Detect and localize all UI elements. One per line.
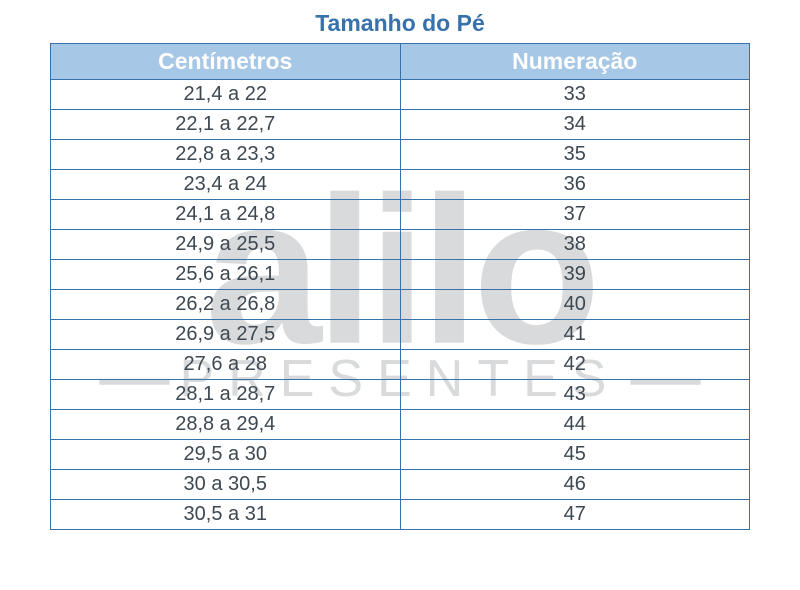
table-cell: 34 [400,110,750,140]
table-cell: 40 [400,290,750,320]
table-cell: 35 [400,140,750,170]
table-row: 24,1 a 24,837 [51,200,750,230]
table-cell: 39 [400,260,750,290]
table-cell: 26,2 a 26,8 [51,290,401,320]
table-cell: 23,4 a 24 [51,170,401,200]
table-cell: 44 [400,410,750,440]
column-header-centimetros: Centímetros [51,44,401,80]
column-header-numeracao: Numeração [400,44,750,80]
table-container: Tamanho do Pé Centímetros Numeração 21,4… [0,0,800,530]
table-row: 28,1 a 28,743 [51,380,750,410]
table-cell: 33 [400,80,750,110]
table-cell: 28,1 a 28,7 [51,380,401,410]
table-cell: 36 [400,170,750,200]
table-cell: 29,5 a 30 [51,440,401,470]
table-row: 23,4 a 2436 [51,170,750,200]
table-cell: 43 [400,380,750,410]
table-row: 26,2 a 26,840 [51,290,750,320]
table-cell: 30,5 a 31 [51,500,401,530]
table-row: 29,5 a 3045 [51,440,750,470]
table-cell: 26,9 a 27,5 [51,320,401,350]
table-row: 30,5 a 3147 [51,500,750,530]
table-cell: 27,6 a 28 [51,350,401,380]
table-header-row: Centímetros Numeração [51,44,750,80]
table-cell: 21,4 a 22 [51,80,401,110]
table-row: 22,1 a 22,734 [51,110,750,140]
table-cell: 24,9 a 25,5 [51,230,401,260]
table-cell: 42 [400,350,750,380]
table-row: 24,9 a 25,538 [51,230,750,260]
table-cell: 46 [400,470,750,500]
table-cell: 37 [400,200,750,230]
table-cell: 28,8 a 29,4 [51,410,401,440]
table-cell: 47 [400,500,750,530]
table-body: 21,4 a 223322,1 a 22,73422,8 a 23,33523,… [51,80,750,530]
table-cell: 30 a 30,5 [51,470,401,500]
table-cell: 24,1 a 24,8 [51,200,401,230]
table-row: 26,9 a 27,541 [51,320,750,350]
table-row: 28,8 a 29,444 [51,410,750,440]
table-cell: 22,8 a 23,3 [51,140,401,170]
table-row: 22,8 a 23,335 [51,140,750,170]
table-cell: 25,6 a 26,1 [51,260,401,290]
page-title: Tamanho do Pé [50,8,750,43]
table-cell: 45 [400,440,750,470]
table-row: 21,4 a 2233 [51,80,750,110]
table-cell: 22,1 a 22,7 [51,110,401,140]
table-row: 27,6 a 2842 [51,350,750,380]
table-cell: 41 [400,320,750,350]
table-row: 25,6 a 26,139 [51,260,750,290]
size-table: Centímetros Numeração 21,4 a 223322,1 a … [50,43,750,530]
table-row: 30 a 30,546 [51,470,750,500]
table-cell: 38 [400,230,750,260]
